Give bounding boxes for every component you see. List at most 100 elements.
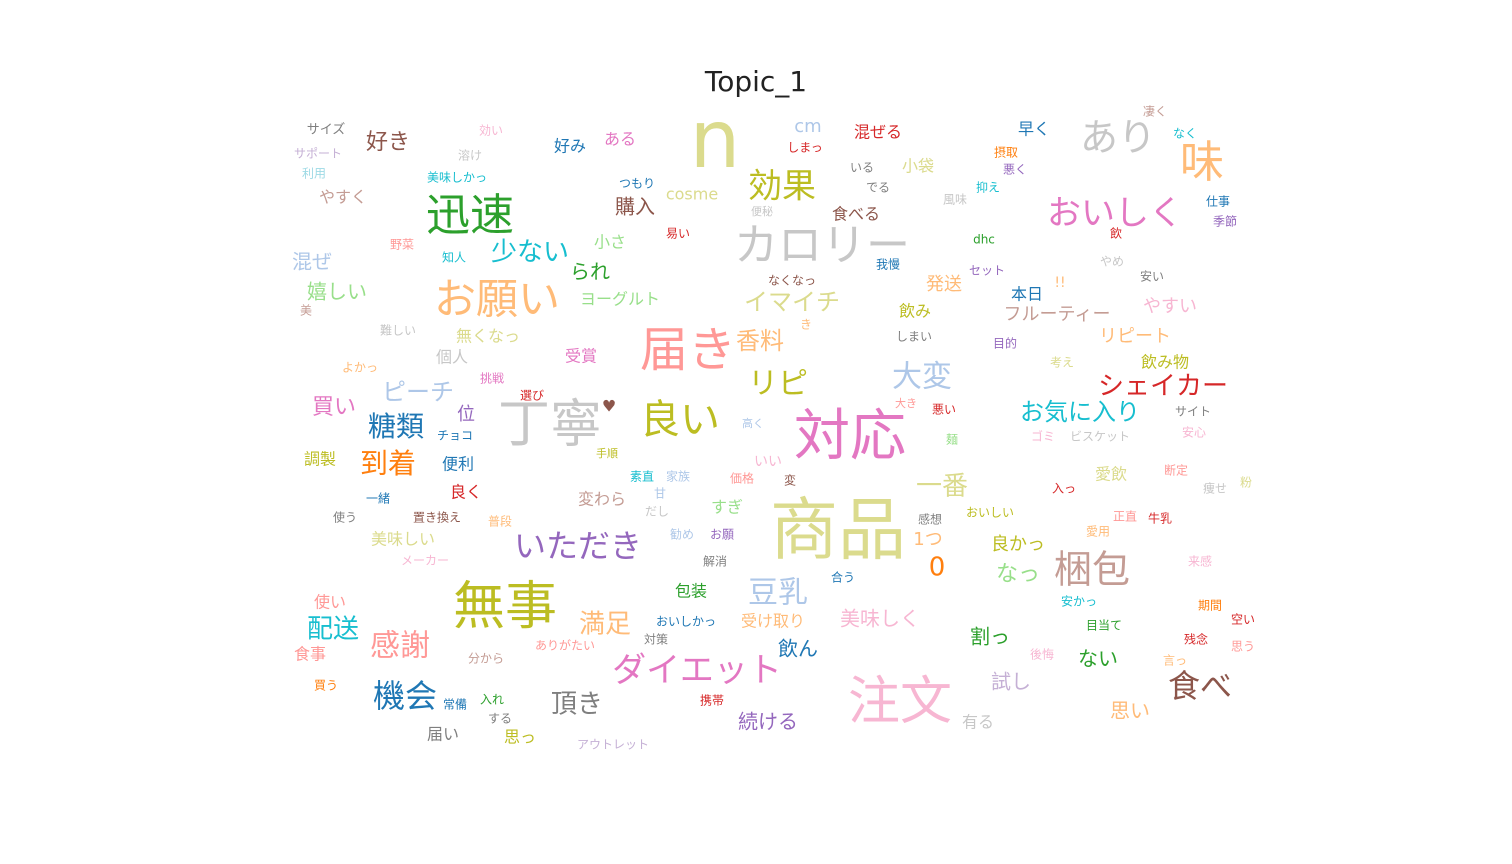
cloud-word: 効い (479, 123, 503, 138)
cloud-word: なく (1173, 127, 1197, 141)
cloud-word: 安い (1140, 269, 1164, 284)
cloud-word: セット (969, 264, 1005, 278)
cloud-word: 配送 (307, 615, 359, 645)
cloud-word: 仕事 (1206, 195, 1230, 209)
cloud-word: おいしく (1047, 194, 1183, 234)
cloud-word: 便利 (442, 455, 474, 474)
cloud-word: 糖類 (368, 410, 424, 443)
cloud-word: 美 (300, 304, 312, 318)
cloud-word: 対応 (794, 404, 906, 469)
cloud-word: 対策 (644, 633, 668, 647)
cloud-word: 解消 (703, 555, 727, 569)
cloud-word: 試し (991, 670, 1031, 694)
cloud-word: よかっ (342, 361, 378, 375)
cloud-word: 混ぜ (292, 250, 332, 274)
cloud-word: 牛乳 (1148, 511, 1172, 526)
cloud-word: 期間 (1198, 599, 1222, 613)
cloud-word: おいしい (966, 506, 1014, 520)
cloud-word: dhc (973, 233, 995, 247)
cloud-word: 安かっ (1061, 594, 1097, 609)
cloud-word: 良い (640, 397, 720, 443)
cloud-word: 早く (1018, 120, 1050, 139)
cloud-word: 便秘 (751, 204, 773, 218)
cloud-word: 目当て (1086, 619, 1122, 633)
cloud-word: 考え (1050, 356, 1074, 370)
cloud-word: 利用 (302, 167, 326, 181)
cloud-word: 続ける (738, 710, 798, 734)
cloud-word: 食べる (832, 205, 880, 224)
cloud-word: 発送 (926, 274, 962, 295)
cloud-word: いる (850, 161, 874, 175)
cloud-word: あり (1080, 116, 1156, 160)
cloud-word: 有る (962, 713, 994, 732)
cloud-word: 良く (450, 483, 482, 502)
cloud-word: イマイチ (744, 288, 840, 316)
cloud-word: cm (794, 116, 821, 137)
cloud-word: 麺 (946, 433, 958, 447)
cloud-word: 感謝 (370, 629, 430, 664)
cloud-word: cosme (666, 185, 718, 204)
cloud-word: 迅速 (426, 190, 514, 241)
cloud-word: 飲ん (778, 637, 818, 661)
cloud-word: 注文 (848, 672, 952, 732)
cloud-word: 置き換え (413, 511, 461, 525)
cloud-word: 購入 (615, 195, 655, 219)
cloud-word: 買う (314, 679, 338, 693)
cloud-word: 感想 (918, 512, 942, 527)
cloud-word: 届き (640, 322, 736, 378)
cloud-word: 混ぜる (854, 123, 902, 142)
cloud-word: 小袋 (902, 157, 934, 176)
cloud-word: だし (645, 505, 669, 519)
cloud-word: 美味しく (840, 607, 920, 631)
cloud-word: 美味しい (371, 530, 435, 549)
cloud-word: き (800, 318, 812, 332)
cloud-word: 一番 (916, 472, 968, 502)
cloud-word: 好み (554, 137, 586, 156)
cloud-word: 悪く (1003, 163, 1027, 177)
cloud-word: やめ (1100, 255, 1124, 269)
cloud-word: やすく (319, 188, 367, 207)
cloud-word: 無くなっ (456, 327, 520, 346)
cloud-word: 合う (831, 570, 855, 585)
cloud-word: 飲み (899, 302, 931, 321)
cloud-word: 我慢 (876, 258, 900, 272)
cloud-word: 使い (314, 593, 346, 612)
cloud-word: 位 (457, 404, 475, 425)
cloud-word: 高く (742, 416, 764, 430)
cloud-word: 空い (1231, 613, 1255, 627)
cloud-word: 悪い (932, 403, 956, 417)
cloud-word: 小さ (594, 233, 626, 252)
cloud-word: すぎ (711, 498, 743, 517)
cloud-word: 思い (1110, 699, 1150, 723)
cloud-word: 粉 (1240, 476, 1252, 490)
cloud-word: しまっ (787, 141, 823, 155)
cloud-word: 甘 (654, 487, 666, 501)
cloud-word: 好き (366, 130, 410, 155)
cloud-word: 到着 (360, 447, 416, 480)
cloud-word: ピーチ (382, 378, 454, 406)
cloud-word: 安心 (1182, 425, 1206, 440)
cloud-word: 丁寧 (498, 395, 602, 455)
cloud-word: !! (1054, 275, 1065, 291)
cloud-word: つもり (619, 177, 655, 191)
cloud-word: 愛飲 (1095, 465, 1127, 484)
cloud-word: 頂き (551, 690, 603, 720)
cloud-word: 愛用 (1086, 525, 1110, 539)
cloud-word: 本日 (1011, 285, 1043, 304)
cloud-word: 正直 (1113, 510, 1137, 524)
cloud-word: n (690, 93, 741, 186)
cloud-word: ある (604, 130, 636, 149)
cloud-word: お願い (434, 275, 560, 324)
cloud-word: 携帯 (700, 693, 724, 708)
cloud-word: 香料 (736, 327, 784, 355)
cloud-word: 入っ (1052, 482, 1076, 496)
cloud-word: 割っ (970, 625, 1010, 649)
cloud-word: 思っ (504, 728, 536, 747)
cloud-word: 少ない (491, 238, 569, 268)
cloud-word: ありがたい (535, 638, 595, 653)
cloud-word: 思う (1231, 640, 1255, 654)
cloud-word: 嬉しい (307, 280, 367, 304)
cloud-word: 大変 (892, 360, 952, 395)
cloud-word: 調製 (304, 450, 336, 469)
